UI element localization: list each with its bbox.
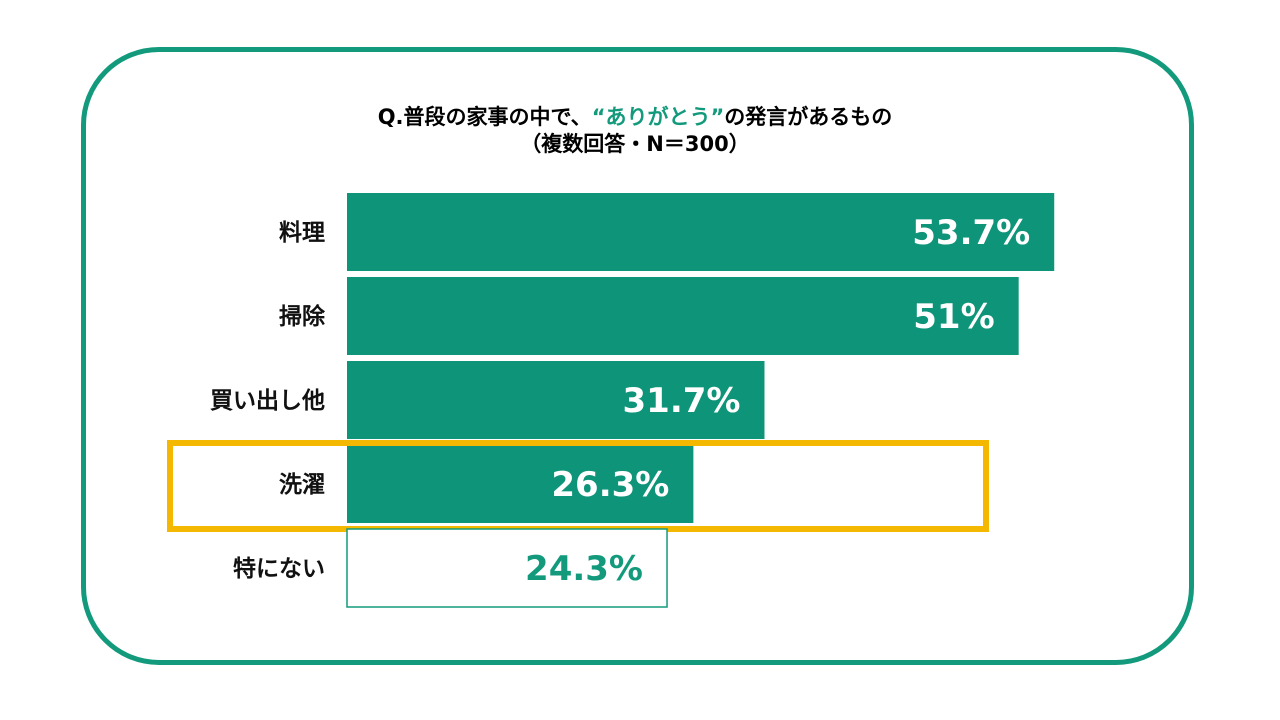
value-label: 31.7% bbox=[623, 381, 741, 421]
value-label: 26.3% bbox=[551, 465, 669, 505]
bar-4 bbox=[347, 445, 694, 523]
value-label: 53.7% bbox=[912, 213, 1030, 253]
chart-title: Q.普段の家事の中で、“ありがとう”の発言があるもの （複数回答・N＝300） bbox=[250, 104, 1020, 158]
title-accent-text: “ありがとう” bbox=[591, 105, 725, 129]
category-label: 掃除 bbox=[279, 303, 326, 330]
category-label: 特にない bbox=[233, 556, 325, 582]
rounded-frame bbox=[81, 47, 1194, 665]
title-line-1: Q.普段の家事の中で、“ありがとう”の発言があるもの bbox=[377, 105, 893, 129]
bar-3 bbox=[347, 361, 765, 439]
bar-5 bbox=[346, 528, 668, 608]
bar-2 bbox=[347, 277, 1019, 355]
value-label: 51% bbox=[913, 297, 994, 337]
category-label: 洗濯 bbox=[279, 472, 325, 498]
value-label: 24.3% bbox=[525, 549, 643, 589]
category-label: 料理 bbox=[279, 220, 325, 246]
bar-1 bbox=[347, 193, 1055, 271]
category-label: 買い出し他 bbox=[210, 388, 325, 414]
title-line-2: （複数回答・N＝300） bbox=[520, 132, 750, 156]
